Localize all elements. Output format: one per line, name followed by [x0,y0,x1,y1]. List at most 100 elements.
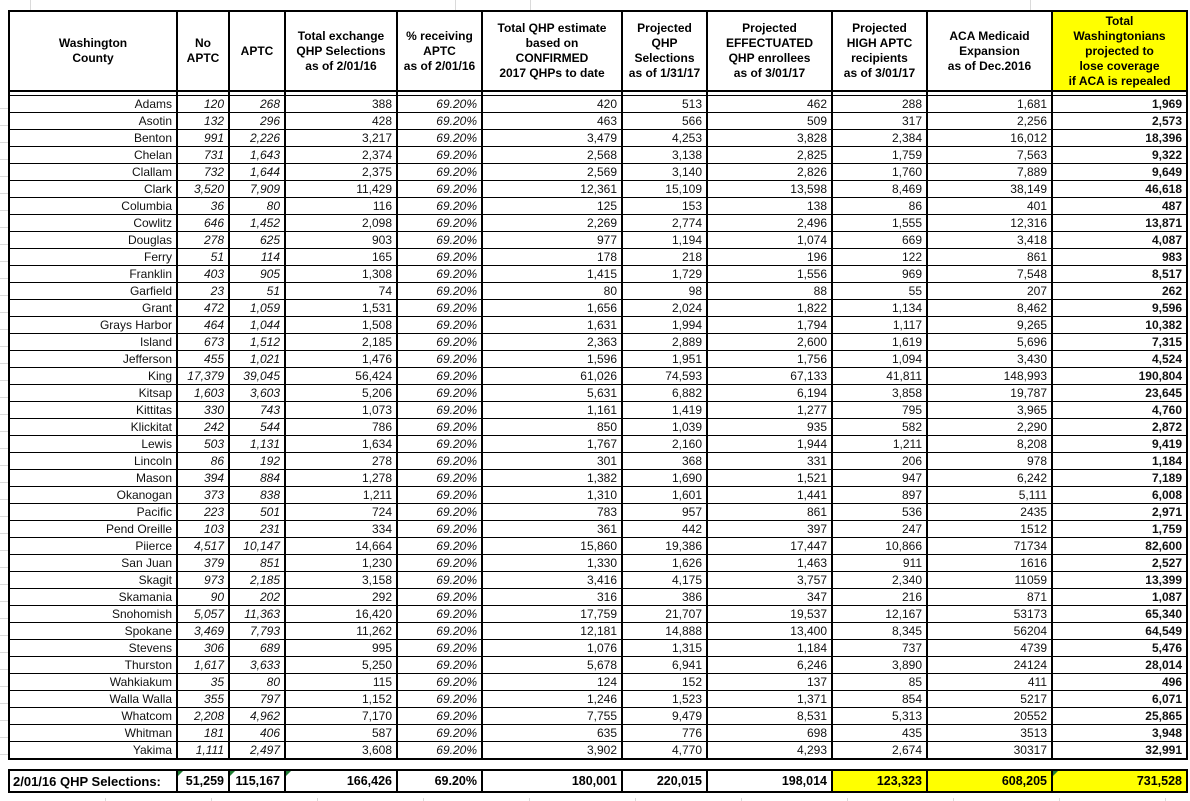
cell-projected-high-aptc: 317 [831,112,928,130]
cell-total-exchange: 16,420 [284,605,398,623]
county-name: Whatcom [8,707,178,725]
county-name: Lewis [8,435,178,453]
cell-total-exchange: 115 [284,673,398,691]
county-name: Okanogan [8,486,178,504]
cell-total-lose-coverage: 1,184 [1051,452,1188,470]
county-name: Ferry [8,248,178,266]
column-header-total-exchange: Total exchange QHP Selections as of 2/01… [284,10,398,92]
cell-aptc: 501 [228,503,286,521]
total-total-exchange: 166,426 [284,769,398,793]
county-name: Garfield [8,282,178,300]
cell-projected-effectuated: 698 [706,724,833,742]
cell-qhp-estimate: 125 [481,197,623,215]
total-aptc: 115,167 [228,769,286,793]
column-header-no-aptc: No APTC [176,10,230,92]
cell-no-aptc: 379 [176,554,230,572]
county-name: Grays Harbor [8,316,178,334]
cell-projected-qhp: 1,315 [621,639,708,657]
cell-total-exchange: 1,073 [284,401,398,419]
cell-qhp-estimate: 1,076 [481,639,623,657]
cell-projected-high-aptc: 10,866 [831,537,928,555]
cell-total-exchange: 786 [284,418,398,436]
cell-projected-qhp: 1,419 [621,401,708,419]
table-row: Island 673 1,512 2,185 69.20% 2,363 2,889 2,600… [8,333,1188,351]
table-row: Clallam 732 1,644 2,375 69.20% 2,569 3,140 2,82… [8,163,1188,181]
cell-projected-qhp: 1,523 [621,690,708,708]
cell-pct-receiving-aptc: 69.20% [396,537,483,555]
cell-projected-effectuated: 1,756 [706,350,833,368]
gridline [530,0,531,10]
county-name: Chelan [8,146,178,164]
table-row: Walla Walla 355 797 1,152 69.20% 1,246 1,523 1,… [8,690,1188,708]
county-name: San Juan [8,554,178,572]
cell-qhp-estimate: 420 [481,95,623,113]
cell-qhp-estimate: 1,656 [481,299,623,317]
table-area: Washington County No APTC APTC Total exchan… [8,10,1188,793]
cell-total-exchange: 1,211 [284,486,398,504]
total-projected-effectuated: 198,014 [706,769,833,793]
cell-no-aptc: 673 [176,333,230,351]
cell-pct-receiving-aptc: 69.20% [396,180,483,198]
table-row: Franklin 403 905 1,308 69.20% 1,415 1,729 1,556… [8,265,1188,283]
county-name: Wahkiakum [8,673,178,691]
cell-total-lose-coverage: 9,419 [1051,435,1188,453]
cell-aptc: 689 [228,639,286,657]
cell-total-lose-coverage: 1,087 [1051,588,1188,606]
cell-qhp-estimate: 1,767 [481,435,623,453]
cell-no-aptc: 86 [176,452,230,470]
county-name: Klickitat [8,418,178,436]
county-name: Pend Oreille [8,520,178,538]
table-row: Stevens 306 689 995 69.20% 1,076 1,315 1,184 737… [8,639,1188,657]
cell-projected-qhp: 3,140 [621,163,708,181]
cell-total-exchange: 56,424 [284,367,398,385]
county-name: Jefferson [8,350,178,368]
table-row: Wahkiakum 35 80 115 69.20% 124 152 137 85 411 496 [8,673,1188,691]
sheet-left-margin [0,92,8,768]
county-name: Stevens [8,639,178,657]
table-row: Kittitas 330 743 1,073 69.20% 1,161 1,419 1,277… [8,401,1188,419]
cell-total-exchange: 903 [284,231,398,249]
cell-total-lose-coverage: 5,476 [1051,639,1188,657]
cell-pct-receiving-aptc: 69.20% [396,486,483,504]
cell-no-aptc: 464 [176,316,230,334]
cell-aptc: 80 [228,673,286,691]
column-header-qhp-estimate: Total QHP estimate based on CONFIRMED 20… [481,10,623,92]
table-row: Adams 120 268 388 69.20% 420 513 462 288 1,681 1,9… [8,95,1188,113]
cell-medicaid-expansion: 3,965 [926,401,1053,419]
table-row: Spokane 3,469 7,793 11,262 69.20% 12,181 14,88… [8,622,1188,640]
cell-projected-high-aptc: 795 [831,401,928,419]
cell-qhp-estimate: 61,026 [481,367,623,385]
cell-qhp-estimate: 2,569 [481,163,623,181]
cell-projected-effectuated: 19,537 [706,605,833,623]
column-header-projected-high-aptc: Projected HIGH APTC recipients as of 3/0… [831,10,928,92]
cell-aptc: 7,793 [228,622,286,640]
cell-total-exchange: 3,158 [284,571,398,589]
cell-projected-high-aptc: 737 [831,639,928,657]
table-row: Cowlitz 646 1,452 2,098 69.20% 2,269 2,774 2,49… [8,214,1188,232]
cell-pct-receiving-aptc: 69.20% [396,469,483,487]
table-row: Grant 472 1,059 1,531 69.20% 1,656 2,024 1,822 1… [8,299,1188,317]
cell-projected-high-aptc: 86 [831,197,928,215]
county-name: Thurston [8,656,178,674]
cell-qhp-estimate: 3,902 [481,741,623,760]
cell-no-aptc: 1,617 [176,656,230,674]
cell-pct-receiving-aptc: 69.20% [396,265,483,283]
cell-pct-receiving-aptc: 69.20% [396,707,483,725]
cell-total-lose-coverage: 983 [1051,248,1188,266]
cell-total-exchange: 1,308 [284,265,398,283]
cell-no-aptc: 51 [176,248,230,266]
cell-projected-qhp: 1,194 [621,231,708,249]
cell-medicaid-expansion: 7,889 [926,163,1053,181]
county-name: King [8,367,178,385]
cell-projected-high-aptc: 1,134 [831,299,928,317]
cell-qhp-estimate: 3,416 [481,571,623,589]
county-name: Cowlitz [8,214,178,232]
cell-total-exchange: 587 [284,724,398,742]
cell-pct-receiving-aptc: 69.20% [396,588,483,606]
cell-total-lose-coverage: 32,991 [1051,741,1188,760]
cell-projected-qhp: 1,951 [621,350,708,368]
total-projected-qhp: 220,015 [621,769,708,793]
cell-projected-effectuated: 13,598 [706,180,833,198]
cell-projected-high-aptc: 536 [831,503,928,521]
